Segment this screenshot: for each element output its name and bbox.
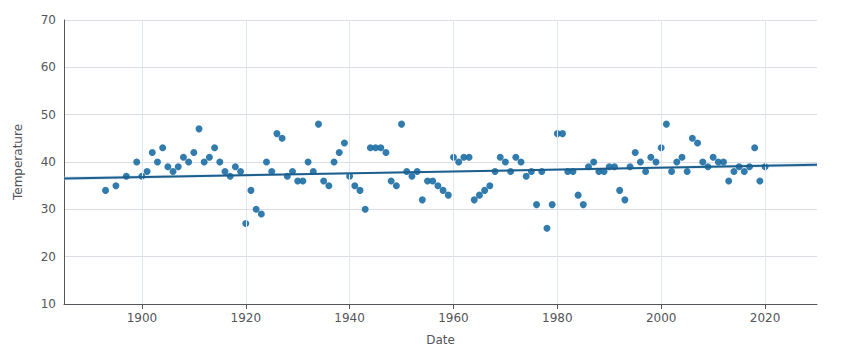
svg-text:50: 50 bbox=[41, 108, 56, 122]
svg-text:20: 20 bbox=[41, 250, 56, 264]
svg-text:Date: Date bbox=[426, 333, 455, 347]
svg-text:40: 40 bbox=[41, 155, 56, 169]
svg-text:30: 30 bbox=[41, 202, 56, 216]
svg-text:70: 70 bbox=[41, 13, 56, 27]
svg-text:1900: 1900 bbox=[127, 311, 158, 325]
svg-text:2000: 2000 bbox=[646, 311, 677, 325]
svg-text:Temperature: Temperature bbox=[11, 124, 25, 201]
svg-text:2020: 2020 bbox=[750, 311, 781, 325]
svg-text:60: 60 bbox=[41, 60, 56, 74]
svg-text:1960: 1960 bbox=[438, 311, 469, 325]
svg-text:1980: 1980 bbox=[542, 311, 573, 325]
svg-text:1940: 1940 bbox=[334, 311, 365, 325]
svg-text:1920: 1920 bbox=[230, 311, 261, 325]
svg-text:10: 10 bbox=[41, 297, 56, 311]
